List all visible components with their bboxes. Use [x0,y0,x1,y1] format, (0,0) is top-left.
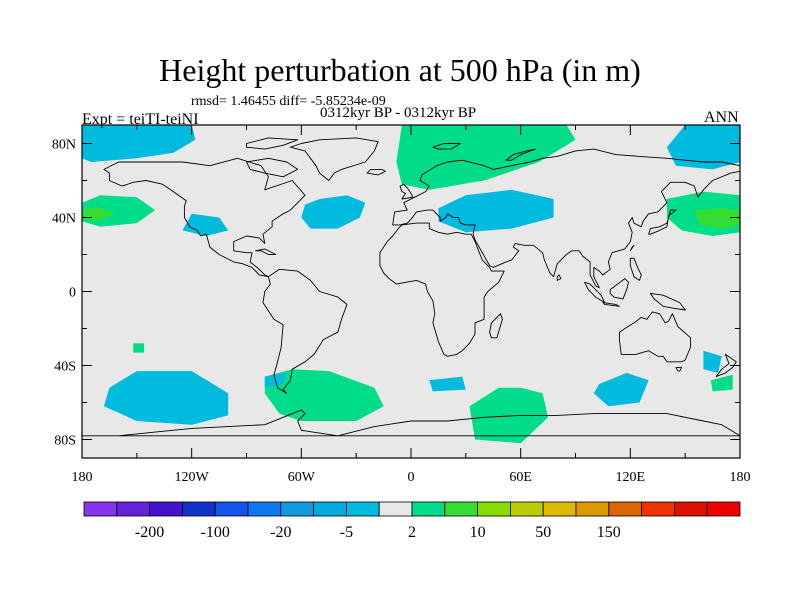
colorbar-swatch [345,501,380,517]
anomaly-region-eurasia-arctic-positive [396,125,576,190]
coastline-south-america [262,268,348,394]
colorbar-swatch [509,501,544,517]
season-label: ANN [704,109,739,126]
coastline-java [602,302,620,307]
colorbar-label: -20 [270,524,291,541]
figure-title: Height perturbation at 500 hPa (in m) [159,52,641,88]
colorbar-label: 50 [535,524,551,541]
coastline-antarctica [81,409,741,437]
coastline-novaya-zemlya [505,148,536,161]
colorbar-swatch [247,501,282,517]
coastline-eurasia [392,148,741,289]
coastlines [81,137,741,437]
lon-tick-label: 60W [288,470,316,485]
anomaly-region-north-america-negative [182,213,229,236]
colorbar-label: 150 [597,524,621,541]
colorbar-swatch [378,501,413,517]
colorbar-swatch [706,501,741,517]
anomaly-region-south-atlantic-positive [264,369,384,421]
coastline-philippines [629,257,642,281]
anomaly-region-south-pacific-small-positive [133,343,145,353]
coastline-africa [379,222,505,357]
lon-tick-label: 60E [509,470,532,485]
coastline-borneo [609,278,629,300]
anomaly-region-arctic-pacific-negative [82,125,196,162]
coastline-baffin [246,157,299,178]
anomaly-region-south-africa-small-negative [429,376,466,392]
coastline-australia [618,311,692,363]
colorbar-swatch [542,501,577,517]
coastline-cuba [255,248,277,255]
lat-tick-label: 0 [69,286,76,301]
colorbar-label: -5 [340,524,353,541]
anomaly-region-north-atlantic-negative [301,195,366,229]
coastline-new-guinea [649,292,686,311]
anomaly-region-south-indian-positive [469,387,549,444]
coastline-new-zealand [715,353,737,378]
colorbar-swatch [411,501,446,517]
colorbar-swatch [608,501,642,517]
colorbar-swatch [116,501,151,517]
lat-tick-label: 80N [52,138,76,153]
anomaly-region-tasman-small-positive [710,374,733,392]
anomaly-region-south-pacific-negative [103,371,229,425]
coastline-madagascar [489,313,503,339]
coastline-ellesmere [246,137,299,150]
coastline-tasmania [675,366,682,372]
anomaly-region-tasman-negative [703,350,722,373]
colorbar-swatch [149,501,183,517]
anomaly-region-mediterranean-negative [438,189,554,233]
lon-tick-label: 180 [72,470,93,485]
lon-tick-label: 0 [408,470,415,485]
coastline-north-america [103,157,306,278]
colorbar-swatch [477,501,511,517]
colorbar-swatch [674,501,708,517]
anomaly-region-japan-positive-inner [694,208,740,229]
colorbar-label: -100 [201,524,230,541]
coastline-greenland [289,137,379,181]
lat-tick-label: 40S [54,360,76,375]
map-axes: 80N 40N 0 40S 80S 180 120W 60W 0 60E 120E 180 [52,125,751,485]
colorbar-swatch [641,501,675,517]
rmsd-stats-label: rmsd= 1.46455 diff= -5.85234e-09 [191,94,386,109]
colorbar-label: 2 [408,524,416,541]
colorbar-swatch [444,501,478,517]
anomaly-region-arctic-east-negative [666,125,740,170]
colorbar-swatch [313,501,347,517]
coastline-iceland [366,168,386,176]
colorbar-label: -200 [135,524,164,541]
colorbar-swatch [280,501,314,517]
map-plot-area [82,125,740,458]
period-subtitle: 0312kyr BP - 0312kyr BP [320,105,477,121]
anomaly-region-south-indian-negative [593,372,649,407]
colorbar: -200 -100 -20 -5 2 10 50 150 [83,501,741,541]
coastline-japan [648,209,677,235]
colorbar-label: 10 [470,524,486,541]
colorbar-swatch [181,501,216,517]
colorbar-swatch [575,501,610,517]
lon-tick-label: 120E [616,470,646,485]
coastline-sri-lanka [556,274,562,281]
lon-tick-label: 180 [730,470,751,485]
coastline-svalbard [432,143,461,150]
experiment-label: Expt = teiTI-teiNI [82,111,199,128]
coastline-taiwan [629,244,635,252]
lat-tick-label: 80S [54,434,76,449]
colorbar-swatch [214,501,249,517]
lon-tick-label: 120W [175,470,210,485]
lat-tick-label: 40N [52,212,76,227]
coastline-britain [399,183,414,200]
colorbar-swatch [83,501,118,517]
